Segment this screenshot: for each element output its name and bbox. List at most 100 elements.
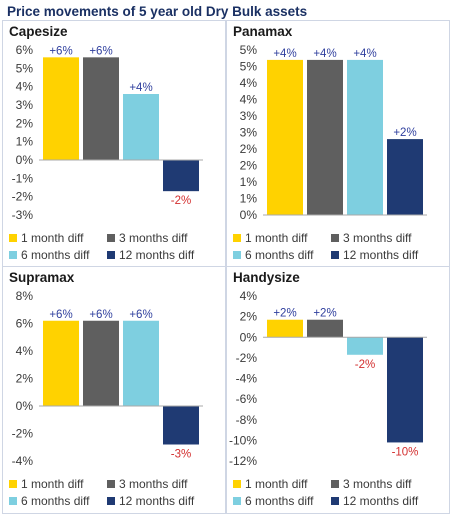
legend-item: 12 months diff	[107, 247, 194, 263]
y-tick-label: 3%	[240, 126, 258, 140]
legend-swatch	[331, 251, 339, 259]
y-tick-label: 4%	[16, 80, 34, 94]
y-tick-label: 8%	[16, 289, 34, 303]
bar	[347, 337, 383, 355]
legend-item: 6 months diff	[9, 247, 89, 263]
data-label: -10%	[392, 446, 419, 458]
bar-chart-panamax: 5% 5% 4% 4% 3% 3% 2% 2% 1% 1% 0% +4% +4% +4% +2%	[240, 43, 427, 222]
legend-item: 12 months diff	[107, 493, 194, 509]
legend-swatch	[107, 234, 115, 242]
data-label: +6%	[49, 45, 72, 57]
bar	[307, 319, 343, 338]
legend-item: 3 months diff	[331, 230, 411, 246]
bar	[163, 406, 199, 445]
legend-item: 6 months diff	[233, 493, 313, 509]
legend-swatch	[107, 251, 115, 259]
data-label: +4%	[313, 48, 336, 60]
y-tick-label: 5%	[16, 61, 34, 75]
legend-swatch	[107, 480, 115, 488]
bar	[163, 160, 199, 192]
legend-swatch	[9, 497, 17, 505]
legend-swatch	[9, 480, 17, 488]
y-tick-label: -12%	[229, 454, 257, 468]
legend-label: 1 month diff	[245, 231, 308, 245]
y-tick-label: 2%	[16, 116, 34, 130]
y-tick-label: -6%	[236, 392, 258, 406]
y-tick-label: 5%	[240, 60, 258, 74]
y-tick-label: 0%	[16, 399, 34, 413]
y-tick-label: -4%	[236, 372, 258, 386]
legend-item: 1 month diff	[9, 230, 83, 246]
legend-label: 3 months diff	[119, 231, 188, 245]
y-tick-label: -8%	[236, 413, 258, 427]
legend-swatch	[233, 251, 241, 259]
y-tick-label: -2%	[12, 190, 34, 204]
legend-label: 12 months diff	[343, 494, 419, 508]
legend-label: 12 months diff	[119, 494, 195, 508]
legend-item: 12 months diff	[331, 247, 418, 263]
legend-swatch	[331, 234, 339, 242]
chart-panel-panamax: Panamax 5% 5% 4% 4% 3% 3% 2% 2% 1% 1% 0% +4% +4% +4% +…	[226, 20, 450, 268]
y-tick-label: 3%	[16, 98, 34, 112]
chart-title: Capesize	[9, 24, 68, 39]
chart-legend: 1 month diff 3 months diff 6 months diff 12…	[3, 230, 227, 264]
y-tick-label: 2%	[240, 142, 258, 156]
y-tick-label: 4%	[240, 289, 258, 303]
data-label: +4%	[129, 82, 152, 94]
legend-label: 6 months diff	[245, 248, 314, 262]
y-tick-label: 4%	[240, 76, 258, 90]
chart-panel-capesize: Capesize 6% 5% 4% 3% 2% 1% 0% -1% -2% -3% +6% +6% +4…	[2, 20, 226, 268]
y-tick-label: -1%	[12, 171, 34, 185]
legend-item: 12 months diff	[331, 493, 418, 509]
y-tick-label: 0%	[240, 330, 258, 344]
page-title: Price movements of 5 year old Dry Bulk a…	[7, 4, 308, 19]
legend-item: 1 month diff	[233, 476, 307, 492]
legend-label: 6 months diff	[21, 494, 90, 508]
data-label: -2%	[171, 195, 191, 207]
data-label: +2%	[273, 308, 296, 320]
legend-swatch	[233, 234, 241, 242]
chart-legend: 1 month diff 3 months diff 6 months diff 12…	[227, 476, 450, 510]
legend-swatch	[9, 234, 17, 242]
y-tick-label: 3%	[240, 109, 258, 123]
legend-item: 3 months diff	[331, 476, 411, 492]
y-tick-label: -2%	[236, 351, 258, 365]
legend-label: 1 month diff	[21, 477, 84, 491]
y-tick-label: 1%	[240, 192, 258, 206]
data-label: +6%	[89, 45, 112, 57]
legend-swatch	[9, 251, 17, 259]
legend-item: 6 months diff	[233, 247, 313, 263]
y-tick-label: -10%	[229, 433, 257, 447]
y-tick-label: 1%	[16, 135, 34, 149]
chart-title: Handysize	[233, 270, 300, 285]
legend-swatch	[233, 497, 241, 505]
chart-title: Panamax	[233, 24, 293, 39]
data-label: -3%	[171, 449, 191, 461]
legend-label: 6 months diff	[245, 494, 314, 508]
y-tick-label: -3%	[12, 208, 34, 222]
chart-panel-supramax: Supramax 8% 6% 4% 2% 0% -2% -4% +6% +6% +6% -3% 1 …	[2, 266, 226, 514]
data-label: +2%	[313, 308, 336, 320]
y-tick-label: 6%	[16, 43, 34, 57]
y-tick-label: 2%	[240, 310, 258, 324]
y-tick-label: -4%	[12, 454, 34, 468]
legend-label: 6 months diff	[21, 248, 90, 262]
bar	[83, 320, 119, 406]
bar	[267, 59, 303, 216]
data-label: +2%	[393, 127, 416, 139]
y-tick-label: 5%	[240, 43, 258, 57]
y-tick-label: 0%	[16, 153, 34, 167]
chart-title: Supramax	[9, 270, 75, 285]
y-tick-label: 2%	[240, 159, 258, 173]
bar	[43, 57, 79, 161]
y-tick-label: 4%	[240, 93, 258, 107]
legend-label: 1 month diff	[21, 231, 84, 245]
data-label: +6%	[49, 309, 72, 321]
bar	[267, 319, 303, 338]
bar	[307, 59, 343, 216]
bar-chart-supramax: 8% 6% 4% 2% 0% -2% -4% +6% +6% +6% -3%	[12, 289, 203, 468]
data-label: -2%	[355, 359, 375, 371]
legend-label: 1 month diff	[245, 477, 308, 491]
y-tick-label: -2%	[12, 427, 34, 441]
